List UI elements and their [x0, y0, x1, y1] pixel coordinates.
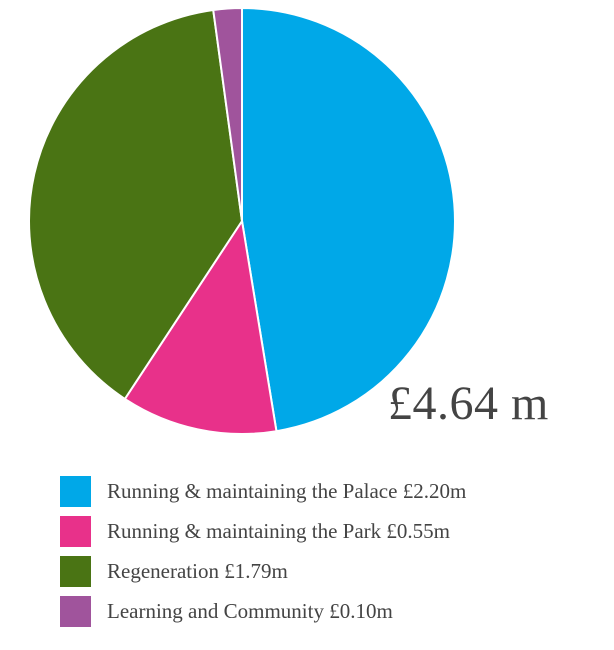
legend-label-regeneration: Regeneration £1.79m — [107, 558, 288, 583]
legend: Running & maintaining the Palace £2.20m … — [60, 475, 610, 636]
pie-slice-learning — [212, 7, 243, 222]
legend-item-park: Running & maintaining the Park £0.55m — [60, 515, 610, 547]
legend-swatch-park — [60, 515, 91, 547]
legend-label-learning: Learning and Community £0.10m — [107, 598, 393, 623]
legend-item-palace: Running & maintaining the Palace £2.20m — [60, 475, 610, 507]
pie-slice-palace — [241, 7, 456, 433]
legend-label-palace: Running & maintaining the Palace £2.20m — [107, 478, 467, 503]
legend-swatch-palace — [60, 475, 91, 507]
pie-slice-park — [123, 220, 278, 435]
pie-chart — [28, 7, 456, 435]
legend-swatch-learning — [60, 595, 91, 627]
pie-slice-regeneration — [28, 8, 243, 400]
legend-label-park: Running & maintaining the Park £0.55m — [107, 518, 450, 543]
total-label: £4.64 m — [388, 377, 549, 430]
legend-item-learning: Learning and Community £0.10m — [60, 595, 610, 627]
legend-item-regeneration: Regeneration £1.79m — [60, 555, 610, 587]
legend-swatch-regeneration — [60, 555, 91, 587]
